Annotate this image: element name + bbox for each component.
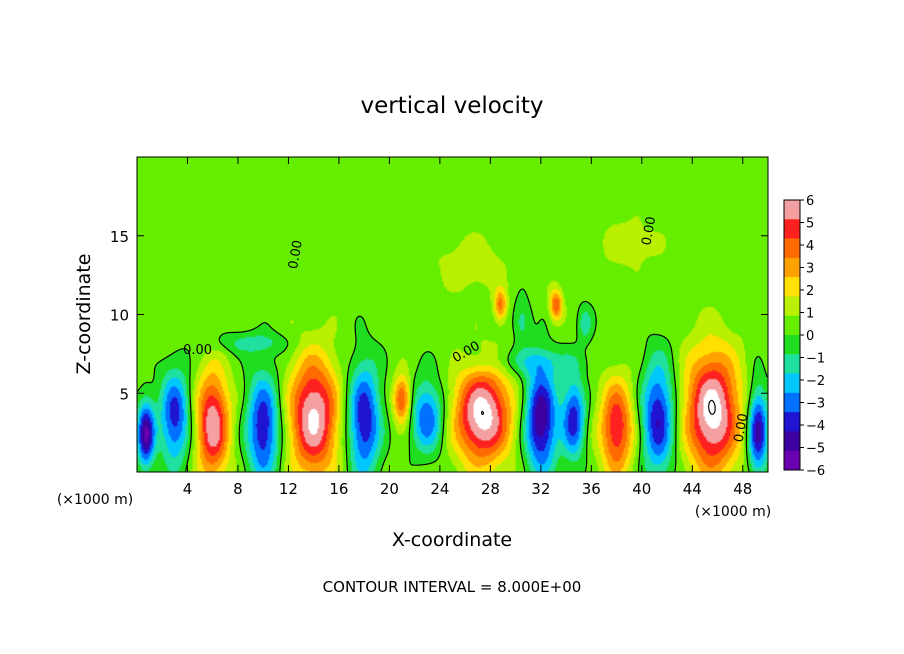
colorbar-swatch	[784, 373, 800, 394]
x-unit-right: (×1000 m)	[695, 504, 771, 520]
x-tick-label: 44	[683, 480, 702, 498]
colorbar-swatch	[784, 315, 800, 336]
colorbar-swatch	[784, 296, 800, 317]
y-axis-label: Z-coordinate	[73, 254, 95, 375]
colorbar-label: −5	[806, 442, 825, 457]
colorbar-label: 4	[806, 239, 814, 254]
colorbar: 6 5 4 3 2 1 0 −1 −2 −3 −4 −5 −6	[783, 194, 825, 479]
colorbar-label: 5	[806, 217, 814, 232]
contour-line	[480, 399, 716, 416]
colorbar-label: −4	[806, 419, 825, 434]
x-tick-label: 16	[329, 480, 348, 498]
colorbar-label: −1	[806, 352, 825, 367]
contour-label: 0.00	[639, 215, 659, 246]
x-axis-label: X-coordinate	[392, 529, 512, 551]
colorbar-swatch	[784, 431, 800, 452]
colorbar-swatch	[784, 335, 800, 355]
y-tick-label: 10	[110, 307, 129, 325]
x-tick-label: 32	[531, 480, 550, 498]
colorbar-swatch	[784, 392, 800, 413]
contour-interval: CONTOUR INTERVAL = 8.000E+00	[323, 578, 582, 596]
x-tick-label: 40	[632, 480, 651, 498]
x-tick-label: 4	[183, 480, 193, 498]
x-tick-label: 20	[380, 480, 399, 498]
colorbar-label: 1	[806, 307, 814, 322]
colorbar-label: 0	[806, 329, 814, 344]
colorbar-label: −6	[806, 464, 825, 479]
colorbar-label: 6	[806, 194, 814, 209]
colorbar-swatch	[784, 412, 800, 432]
y-axis: 5 10 15	[110, 228, 768, 403]
colorbar-swatch	[784, 219, 800, 239]
colorbar-swatch	[784, 354, 800, 374]
x-tick-label: 28	[481, 480, 500, 498]
colorbar-swatch	[784, 277, 800, 297]
colorbar-swatch	[784, 200, 800, 220]
x-tick-label: 48	[733, 480, 752, 498]
x-tick-label: 36	[582, 480, 601, 498]
colorbar-swatch	[784, 257, 800, 278]
colorbar-swatch	[784, 450, 800, 471]
colorbar-label: −2	[806, 374, 825, 389]
velocity-field	[137, 157, 768, 472]
colorbar-swatch	[784, 238, 800, 259]
chart-title: vertical velocity	[361, 93, 544, 119]
x-tick-label: 12	[279, 480, 298, 498]
colorbar-label: −3	[806, 397, 825, 412]
contour-label: 0.00	[286, 239, 306, 270]
y-tick-label: 5	[119, 385, 129, 403]
x-unit-left: (×1000 m)	[57, 492, 133, 508]
contour-label: 0.00	[183, 343, 212, 358]
contour-line	[137, 288, 768, 472]
colorbar-label: 3	[806, 262, 814, 277]
contour-lines	[137, 288, 768, 472]
plot-area: 0.000.00 0.000.000.00	[136, 156, 769, 473]
contour-label: 0.00	[732, 412, 752, 443]
x-axis: 4 8 12 16 20 24 28 32 36 40 44 48	[183, 157, 752, 498]
x-tick-label: 8	[233, 480, 243, 498]
colorbar-label: 2	[806, 284, 814, 299]
x-tick-label: 24	[430, 480, 449, 498]
y-tick-label: 15	[110, 228, 129, 246]
